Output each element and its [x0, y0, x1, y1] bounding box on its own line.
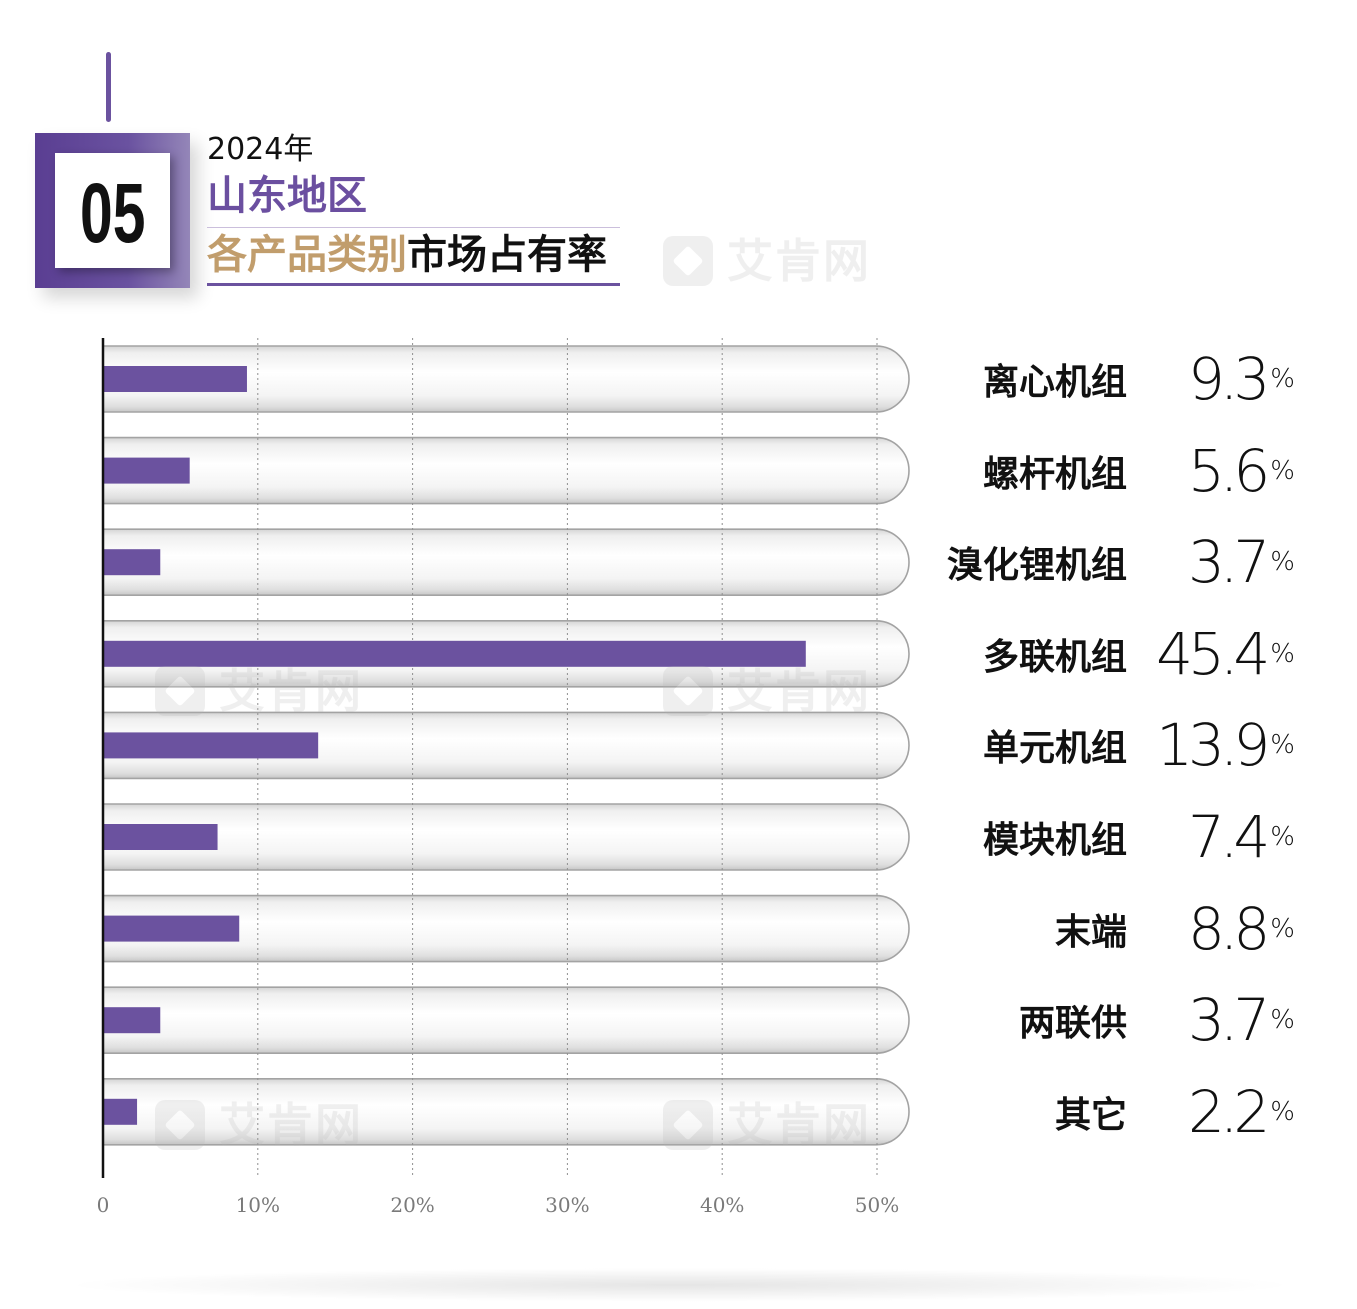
row-track: [102, 345, 910, 413]
x-tick-label: 30%: [545, 1193, 589, 1217]
section-number: 05: [79, 166, 146, 260]
value-number: 7.4: [1188, 803, 1270, 871]
value-label: 7.4%: [1135, 807, 1295, 867]
value-suffix: %: [1270, 547, 1295, 578]
bar: [103, 732, 319, 759]
legend-row: 溴化锂机组 3.7%: [930, 532, 1295, 592]
legend-row: 多联机组 45.4%: [930, 624, 1295, 684]
row-track: [102, 894, 910, 963]
row-track: [102, 528, 910, 596]
category-label: 其它: [1054, 1093, 1127, 1136]
x-tick-label: 20%: [390, 1193, 434, 1217]
value-number: 5.6: [1188, 436, 1270, 505]
row-track: [102, 986, 910, 1054]
chart-title: 各产品类别市场占有率: [207, 230, 607, 280]
legend-row: 离心机组 9.3%: [930, 349, 1295, 409]
row-track: [102, 436, 910, 505]
value-label: 3.7%: [1135, 990, 1295, 1050]
x-tick-label: 50%: [855, 1193, 899, 1217]
bar: [103, 915, 240, 942]
bar: [103, 549, 161, 576]
category-label: 离心机组: [982, 361, 1127, 403]
value-number: 2.2: [1188, 1077, 1270, 1146]
category-label: 螺杆机组: [982, 452, 1127, 495]
legend-row: 末端 8.8%: [930, 899, 1295, 959]
watermark-text: 艾肯网: [727, 234, 871, 288]
value-number: 3.7: [1188, 986, 1270, 1055]
value-suffix: %: [1270, 455, 1295, 486]
bar: [103, 1007, 161, 1034]
value-label: 8.8%: [1135, 899, 1295, 959]
category-label: 模块机组: [982, 819, 1127, 861]
title-highlight: 各产品类别: [207, 232, 407, 278]
category-legend: 离心机组 9.3% 螺杆机组 5.6% 溴化锂机组 3.7% 多联机组 45.4% 单元机组 13…: [930, 330, 1295, 1160]
watermark: 艾肯网: [663, 233, 891, 289]
value-label: 3.7%: [1135, 532, 1295, 592]
accent-line: [106, 52, 111, 122]
category-label: 单元机组: [982, 727, 1127, 770]
legend-row: 单元机组 13.9%: [930, 715, 1295, 775]
x-axis: 0 10% 20% 30% 40% 50%: [97, 338, 899, 1217]
legend-row: 模块机组 7.4%: [930, 807, 1295, 867]
title-underline: [207, 283, 620, 286]
value-number: 45.4: [1156, 619, 1270, 688]
value-label: 2.2%: [1135, 1082, 1295, 1142]
value-number: 13.9: [1156, 711, 1270, 780]
x-tick-label: 0: [97, 1193, 110, 1217]
category-label: 末端: [1054, 910, 1127, 953]
bar: [103, 1098, 138, 1125]
bar: [103, 824, 218, 850]
legend-row: 两联供 3.7%: [930, 990, 1295, 1050]
value-suffix: %: [1270, 364, 1295, 394]
bottom-shadow: [60, 1268, 1300, 1302]
bar: [103, 640, 806, 667]
value-label: 13.9%: [1135, 715, 1295, 775]
value-label: 9.3%: [1135, 349, 1295, 409]
bar-chart: 0 10% 20% 30% 40% 50%: [97, 338, 910, 1217]
row-track: [102, 1078, 910, 1146]
value-suffix: %: [1270, 1005, 1295, 1036]
watermark-logo-icon: [663, 236, 713, 286]
bar: [103, 457, 190, 484]
row-track: [102, 711, 910, 780]
category-label: 溴化锂机组: [946, 544, 1127, 587]
row-track: [102, 803, 910, 871]
value-suffix: %: [1270, 638, 1295, 669]
legend-row: 螺杆机组 5.6%: [930, 441, 1295, 501]
row-tracks: [102, 345, 910, 1146]
value-suffix: %: [1270, 913, 1295, 944]
category-label: 两联供: [1018, 1002, 1127, 1045]
bar: [103, 366, 247, 392]
category-label: 多联机组: [982, 635, 1127, 678]
value-label: 5.6%: [1135, 441, 1295, 501]
value-number: 9.3: [1188, 345, 1270, 413]
bars: [103, 366, 806, 1125]
x-tick-label: 10%: [236, 1193, 280, 1217]
title-year: 2024年: [207, 132, 314, 167]
section-badge-inner: 05: [55, 153, 170, 268]
value-suffix: %: [1270, 822, 1295, 852]
x-tick-label: 40%: [700, 1193, 744, 1217]
value-number: 8.8: [1188, 894, 1270, 963]
value-number: 3.7: [1188, 528, 1270, 597]
title-rest: 市场占有率: [407, 232, 607, 278]
section-badge: 05: [35, 133, 190, 288]
title-region: 山东地区: [207, 173, 367, 219]
value-suffix: %: [1270, 730, 1295, 761]
region-divider: [207, 227, 620, 228]
legend-row: 其它 2.2%: [930, 1082, 1295, 1142]
value-label: 45.4%: [1135, 624, 1295, 684]
value-suffix: %: [1270, 1096, 1295, 1127]
